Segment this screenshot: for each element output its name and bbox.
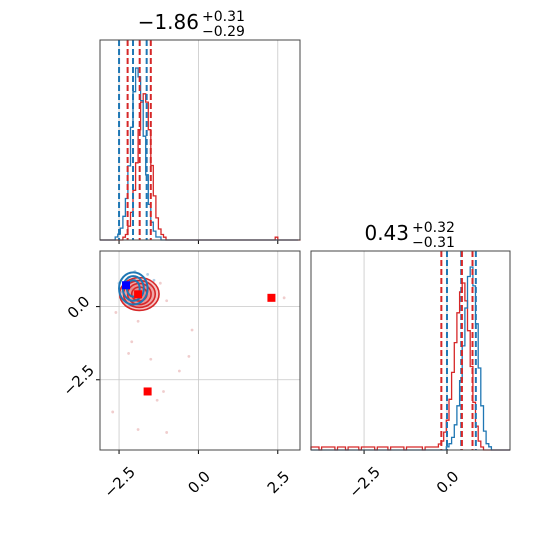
scatter-point-red (149, 357, 153, 361)
scatter-point-red (114, 311, 118, 314)
scatter-point-red (190, 328, 194, 332)
scatter-point-blue (146, 273, 150, 276)
scatter-point-red (282, 296, 286, 300)
red-square-marker (143, 387, 152, 396)
scatter-point-blue (152, 278, 156, 282)
y-tick-label: 0.0 (64, 293, 94, 323)
title-superscript: +0.31 (202, 9, 245, 25)
scatter-point-red (130, 340, 134, 344)
x-tick-label: 0.0 (433, 467, 463, 497)
histogram-param-2: −2.5 0.0 (310, 250, 511, 501)
x-tick-label: −2.5 (346, 463, 384, 501)
scatter-point-red (165, 299, 169, 303)
axes-frame (99, 250, 301, 451)
scatter-panel: −2.5 0.0 2.5 −2.5 0.0 (59, 250, 301, 501)
red-square-marker (134, 290, 143, 299)
title-subscript: −0.31 (412, 235, 455, 251)
x-tick-label: 2.5 (264, 467, 294, 497)
title-param-1: −1.86 +0.31−0.29 (138, 9, 245, 40)
scatter-point-red (127, 352, 130, 355)
x-tick-label: 0.0 (184, 467, 214, 497)
scatter-point-red (136, 319, 140, 323)
blue-square-marker (122, 281, 131, 290)
histogram-param-1 (99, 39, 301, 244)
x-tick-label: −2.5 (101, 463, 139, 501)
scatter-point-red (158, 281, 162, 285)
scatter-point-red (187, 354, 191, 358)
axes-frame (310, 250, 511, 451)
red-square-marker (267, 293, 276, 302)
scatter-point-red (162, 390, 165, 393)
scatter-point-red (136, 428, 140, 431)
red-histogram (310, 282, 510, 451)
axes-frame (99, 39, 301, 241)
title-superscript: +0.32 (412, 220, 455, 236)
blue-histogram (311, 266, 510, 451)
red-histogram (100, 93, 301, 241)
title-main: −1.86 (138, 10, 199, 34)
blue-contour (118, 271, 149, 306)
title-main: 0.43 (364, 221, 409, 245)
scatter-point-red (165, 431, 169, 434)
scatter-point-red (111, 410, 115, 414)
y-tick-label: −2.5 (59, 361, 97, 399)
blue-histogram (100, 67, 299, 241)
title-param-2: 0.43 +0.32−0.31 (364, 220, 454, 251)
scatter-point-red (155, 398, 159, 402)
scatter-point-red (177, 369, 181, 373)
title-subscript: −0.29 (202, 24, 245, 40)
